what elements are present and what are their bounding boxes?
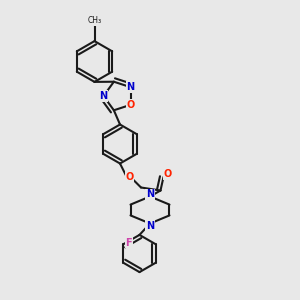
Text: O: O <box>164 169 172 179</box>
Text: N: N <box>146 189 154 199</box>
Text: N: N <box>146 221 154 231</box>
Text: O: O <box>125 172 134 182</box>
Text: N: N <box>99 91 108 101</box>
Text: N: N <box>127 82 135 92</box>
Text: O: O <box>127 100 135 110</box>
Text: CH₃: CH₃ <box>87 16 102 25</box>
Text: F: F <box>125 238 132 248</box>
